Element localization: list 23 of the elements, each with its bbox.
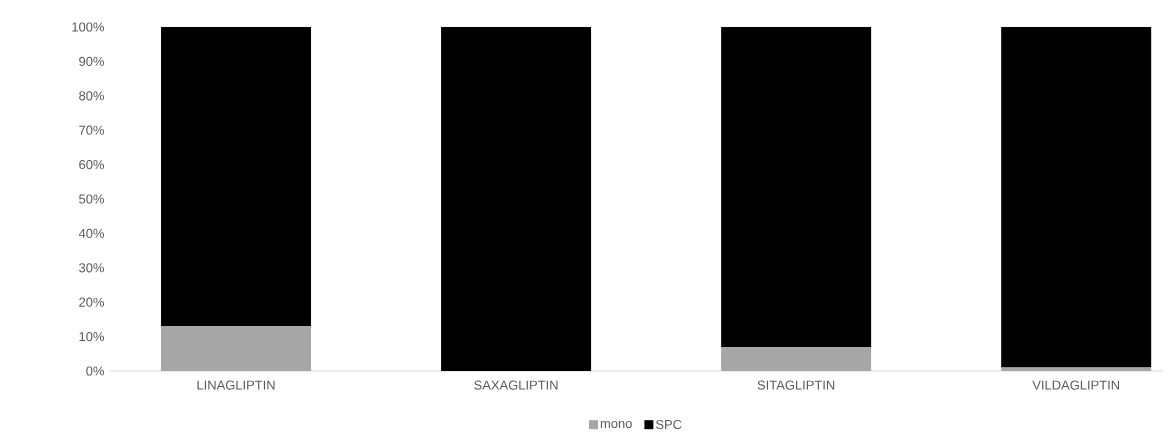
y-tick-label: 0% — [86, 366, 105, 376]
bar — [1001, 27, 1152, 368]
x-tick-label: SITAGLIPTIN — [757, 380, 835, 390]
x-tick-label: LINAGLIPTIN — [197, 380, 275, 390]
bar — [721, 346, 872, 371]
y-tick-label: 100% — [72, 22, 105, 32]
legend-label: mono — [600, 420, 632, 429]
bar — [721, 27, 872, 347]
bar — [161, 326, 312, 371]
y-tick-label: 70% — [79, 125, 105, 135]
x-tick-label: VILDAGLIPTIN — [1032, 380, 1120, 390]
y-tick-label: 90% — [79, 56, 105, 66]
x-tick-label: SAXAGLIPTIN — [474, 380, 558, 390]
y-tick-label: 20% — [79, 297, 105, 307]
bar — [441, 27, 592, 371]
y-tick-label: 40% — [78, 228, 105, 238]
y-tick-label: 60% — [79, 160, 105, 170]
bar — [161, 27, 312, 327]
y-tick-label: 50% — [79, 194, 105, 204]
y-tick-label: 80% — [79, 91, 105, 101]
y-tick-label: 10% — [79, 332, 105, 342]
legend-label: SPC — [655, 419, 682, 430]
y-tick-label: 30% — [79, 263, 105, 273]
